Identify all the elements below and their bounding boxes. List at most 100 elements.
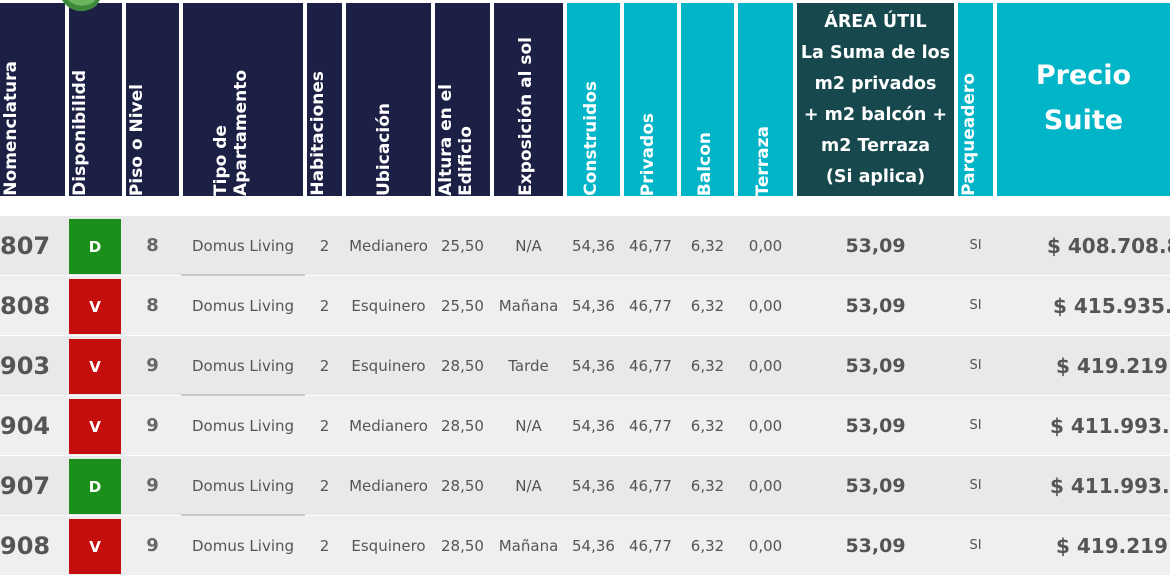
construidos-cell: 54,36: [572, 476, 615, 495]
tipo-cell: Domus Living: [191, 416, 295, 435]
privados-cell: 46,77: [629, 476, 672, 495]
header-ubicacion: Ubicación: [346, 3, 431, 196]
ubicacion-cell: Medianero: [349, 476, 428, 495]
habitaciones-cell: 2: [319, 296, 330, 315]
area-util-cell: 53,09: [845, 474, 906, 497]
precio-cell: $ 419.219.81: [1056, 533, 1170, 558]
piso-cell: 9: [146, 535, 159, 556]
terraza-cell: 0,00: [748, 356, 783, 375]
header-piso: Piso o Nivel: [126, 3, 179, 196]
ubicacion-cell: Medianero: [349, 416, 428, 435]
terraza-cell: 0,00: [748, 536, 783, 555]
construidos-cell: 54,36: [572, 356, 615, 375]
balcon-cell: 6,32: [690, 416, 725, 435]
tipo-underline: [181, 274, 305, 276]
ubicacion-cell: Medianero: [349, 236, 428, 255]
exposicion-cell: Mañana: [498, 536, 559, 555]
header-area-util: ÁREA ÚTIL La Suma de los m2 privados + m…: [797, 3, 954, 196]
exposicion-cell: N/A: [515, 416, 542, 435]
tipo-underline: [181, 394, 305, 396]
header-disponibilidad: Disponibilidd: [69, 3, 122, 196]
precio-cell: $ 411.993.50: [1050, 413, 1170, 438]
header-exposicion: Exposición al sol: [494, 3, 563, 196]
piso-cell: 9: [146, 415, 159, 436]
availability-badge: V: [69, 339, 121, 394]
precio-cell: $ 419.219.81: [1056, 353, 1170, 378]
ubicacion-cell: Esquinero: [351, 296, 426, 315]
balcon-cell: 6,32: [690, 476, 725, 495]
area-util-cell: 53,09: [845, 354, 906, 377]
balcon-cell: 6,32: [690, 356, 725, 375]
privados-cell: 46,77: [629, 416, 672, 435]
terraza-cell: 0,00: [748, 296, 783, 315]
altura-cell: 28,50: [441, 476, 484, 495]
tipo-cell: Domus Living: [191, 476, 295, 495]
construidos-cell: 54,36: [572, 416, 615, 435]
terraza-cell: 0,00: [748, 476, 783, 495]
table-row: 907 D 9 Domus Living 2 Medianero 28,50 N…: [0, 456, 1170, 516]
area-util-cell: 53,09: [845, 534, 906, 557]
construidos-cell: 54,36: [572, 236, 615, 255]
altura-cell: 28,50: [441, 356, 484, 375]
ubicacion-cell: Esquinero: [351, 536, 426, 555]
table-row: 904 V 9 Domus Living 2 Medianero 28,50 N…: [0, 396, 1170, 456]
habitaciones-cell: 2: [319, 536, 330, 555]
header-tipo: Tipo de Apartamento: [183, 3, 303, 196]
terraza-cell: 0,00: [748, 236, 783, 255]
privados-cell: 46,77: [629, 296, 672, 315]
header-altura: Altura en el Edificio: [435, 3, 490, 196]
tipo-cell: Domus Living: [191, 536, 295, 555]
parqueadero-cell: SI: [969, 538, 982, 553]
table-row: 808 V 8 Domus Living 2 Esquinero 25,50 M…: [0, 276, 1170, 336]
nomenclatura-cell: 907: [0, 471, 51, 500]
header-construidos: Construidos: [567, 3, 620, 196]
altura-cell: 25,50: [441, 236, 484, 255]
exposicion-cell: N/A: [515, 476, 542, 495]
construidos-cell: 54,36: [572, 296, 615, 315]
header-balcon: Balcon: [681, 3, 734, 196]
table-body: 807 D 8 Domus Living 2 Medianero 25,50 N…: [0, 216, 1170, 575]
habitaciones-cell: 2: [319, 356, 330, 375]
tipo-cell: Domus Living: [191, 296, 295, 315]
availability-badge: V: [69, 399, 121, 454]
altura-cell: 28,50: [441, 416, 484, 435]
exposicion-cell: Tarde: [508, 356, 549, 375]
habitaciones-cell: 2: [319, 416, 330, 435]
parqueadero-cell: SI: [969, 238, 982, 253]
construidos-cell: 54,36: [572, 536, 615, 555]
precio-cell: $ 408.708.82: [1047, 233, 1170, 258]
parqueadero-cell: SI: [969, 298, 982, 313]
table-row: 908 V 9 Domus Living 2 Esquinero 28,50 M…: [0, 516, 1170, 575]
nomenclatura-cell: 908: [0, 531, 51, 560]
availability-badge: V: [69, 279, 121, 334]
header-precio: Precio Suite: [997, 3, 1170, 196]
availability-badge: D: [69, 459, 121, 514]
privados-cell: 46,77: [629, 356, 672, 375]
nomenclatura-cell: 903: [0, 351, 51, 380]
header-terraza: Terraza: [738, 3, 793, 196]
table-row: 807 D 8 Domus Living 2 Medianero 25,50 N…: [0, 216, 1170, 276]
parqueadero-cell: SI: [969, 418, 982, 433]
piso-cell: 9: [146, 475, 159, 496]
nomenclatura-cell: 807: [0, 231, 51, 260]
balcon-cell: 6,32: [690, 236, 725, 255]
area-util-cell: 53,09: [845, 234, 906, 257]
header-habitaciones: Habitaciones: [307, 3, 342, 196]
tipo-cell: Domus Living: [191, 356, 295, 375]
balcon-cell: 6,32: [690, 536, 725, 555]
balcon-cell: 6,32: [690, 296, 725, 315]
piso-cell: 9: [146, 355, 159, 376]
header-nomenclatura: Nomenclatura: [0, 3, 65, 196]
privados-cell: 46,77: [629, 536, 672, 555]
parqueadero-cell: SI: [969, 358, 982, 373]
area-util-cell: 53,09: [845, 414, 906, 437]
availability-badge: D: [69, 219, 121, 274]
exposicion-cell: Mañana: [498, 296, 559, 315]
habitaciones-cell: 2: [319, 236, 330, 255]
precio-cell: $ 411.993.50: [1050, 473, 1170, 498]
altura-cell: 28,50: [441, 536, 484, 555]
altura-cell: 25,50: [441, 296, 484, 315]
exposicion-cell: N/A: [515, 236, 542, 255]
ubicacion-cell: Esquinero: [351, 356, 426, 375]
